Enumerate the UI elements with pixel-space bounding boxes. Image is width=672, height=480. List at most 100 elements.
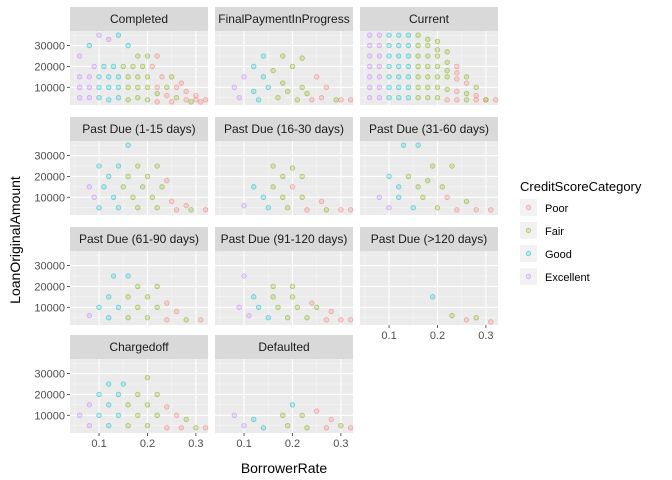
data-point	[115, 412, 122, 418]
panel-background	[215, 31, 353, 105]
data-point	[328, 308, 334, 315]
data-point	[463, 198, 470, 205]
data-point	[289, 402, 296, 408]
data-point	[366, 95, 373, 101]
data-point	[323, 425, 330, 431]
data-point	[188, 207, 194, 213]
data-point	[434, 84, 441, 90]
data-point	[106, 294, 112, 300]
facet-strip	[70, 227, 208, 251]
data-point	[396, 32, 402, 38]
data-point	[323, 317, 330, 323]
facet-panel: Defaulted 0.1 0.2 0.3	[215, 335, 354, 450]
data-point	[125, 173, 131, 180]
data-point	[405, 32, 412, 38]
data-point	[164, 317, 170, 323]
data-point	[115, 163, 122, 169]
data-point	[318, 198, 325, 205]
data-point	[405, 84, 412, 90]
x-tick-label: 0.3	[478, 330, 493, 342]
data-point	[154, 412, 160, 418]
legend-key	[520, 268, 537, 285]
data-point	[125, 97, 131, 103]
data-point	[96, 412, 102, 418]
data-point	[106, 74, 112, 80]
data-point	[168, 99, 175, 105]
data-point	[299, 84, 305, 90]
data-point	[202, 207, 209, 213]
data-point	[106, 402, 112, 408]
data-point	[135, 391, 141, 398]
legend: CreditScoreCategory Poor Fair Good Excellent	[520, 179, 642, 285]
data-point	[164, 425, 170, 431]
data-point	[115, 391, 122, 398]
data-point	[313, 304, 320, 310]
data-point	[304, 207, 310, 213]
data-point	[386, 95, 392, 101]
data-point	[444, 59, 450, 65]
data-point	[76, 84, 83, 90]
data-point	[386, 32, 392, 38]
data-point	[366, 84, 373, 90]
data-point	[444, 86, 450, 93]
data-point	[376, 95, 383, 101]
data-point	[159, 184, 165, 190]
facet-panel: Completed 10000 20000 30000	[34, 7, 209, 105]
data-point	[488, 319, 494, 325]
legend-key	[520, 245, 537, 262]
data-point	[405, 173, 412, 180]
data-point	[420, 194, 426, 200]
data-point	[280, 194, 286, 200]
data-point	[120, 381, 126, 387]
data-point	[415, 95, 421, 101]
data-point	[473, 315, 479, 321]
data-point	[101, 63, 107, 70]
data-point	[347, 207, 354, 213]
data-point	[415, 53, 421, 59]
data-point	[96, 32, 102, 38]
data-point	[251, 88, 257, 95]
legend-label: Excellent	[545, 272, 590, 284]
data-point	[415, 184, 421, 190]
data-point	[241, 423, 247, 429]
data-point	[91, 63, 97, 70]
data-point	[154, 163, 160, 169]
data-point	[246, 312, 252, 319]
data-point	[135, 74, 141, 80]
data-point	[96, 84, 102, 90]
data-point	[376, 53, 383, 59]
data-point	[139, 63, 146, 70]
data-point	[376, 74, 383, 80]
data-point	[333, 97, 339, 103]
data-point	[492, 97, 499, 103]
x-tick-label: 0.3	[188, 438, 203, 450]
legend-swatch	[525, 250, 532, 257]
data-point	[144, 53, 151, 59]
facet-title: Chargedoff	[109, 340, 169, 354]
x-tick-label: 0.2	[140, 438, 155, 450]
data-point	[439, 184, 446, 190]
panel-background	[215, 359, 353, 433]
data-point	[96, 95, 102, 101]
data-point	[415, 42, 421, 49]
data-point	[434, 63, 441, 70]
data-point	[309, 97, 315, 103]
facet-strip	[70, 7, 208, 31]
data-point	[415, 32, 421, 38]
data-point	[154, 283, 160, 290]
data-point	[96, 163, 102, 169]
data-point	[265, 205, 271, 211]
data-point	[106, 315, 112, 321]
data-point	[386, 42, 392, 49]
panel-background	[70, 251, 208, 325]
data-point	[106, 381, 112, 387]
panel-background	[215, 141, 353, 215]
data-point	[125, 142, 131, 148]
data-point	[280, 173, 286, 180]
data-point	[241, 273, 247, 279]
data-point	[328, 416, 334, 423]
facet-strip	[70, 335, 208, 359]
data-point	[231, 412, 238, 418]
data-point	[284, 423, 291, 429]
